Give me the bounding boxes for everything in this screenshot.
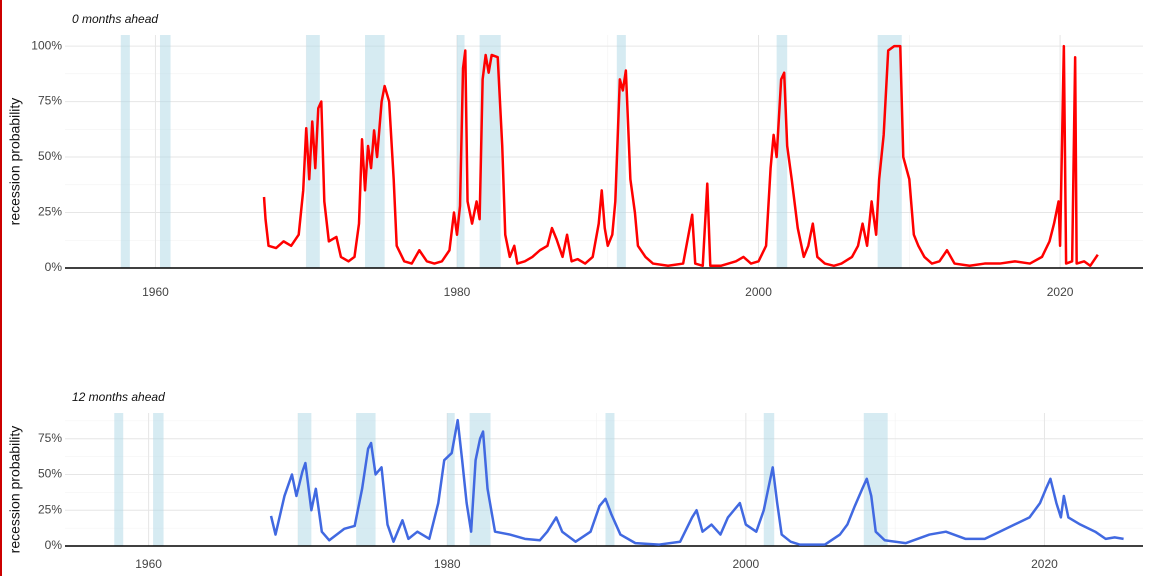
recession-band <box>114 413 124 546</box>
recession-band <box>863 413 888 546</box>
line-series <box>262 44 1099 268</box>
recession-band <box>159 35 171 268</box>
y-tick-label: 25% <box>38 205 62 219</box>
recession-band <box>365 35 385 268</box>
recession-band <box>479 35 501 268</box>
recession-band <box>297 413 312 546</box>
y-tick-label: 50% <box>38 149 62 163</box>
y-tick-label: 0% <box>45 538 63 552</box>
x-tick-label: 1980 <box>444 285 471 299</box>
y-tick-label: 75% <box>38 431 62 445</box>
y-tick-label: 25% <box>38 502 62 516</box>
y-tick-label: 75% <box>38 94 62 108</box>
x-tick-label: 2000 <box>732 557 759 571</box>
y-tick-label: 0% <box>45 260 63 274</box>
line-series <box>269 418 1124 546</box>
recession-band <box>356 413 376 546</box>
x-tick-label: 2000 <box>745 285 772 299</box>
recession-band <box>120 35 130 268</box>
panel-subtitle: 0 months ahead <box>72 12 158 26</box>
recession-band <box>776 35 788 268</box>
y-tick-label: 50% <box>38 467 62 481</box>
y-tick-label: 100% <box>31 38 62 52</box>
recession-band <box>616 35 626 268</box>
recession-band <box>447 413 455 546</box>
recession-band <box>153 413 164 546</box>
x-tick-label: 2020 <box>1047 285 1074 299</box>
recession-band <box>605 413 615 546</box>
y-axis-label: recession probability <box>7 426 23 554</box>
x-tick-label: 1980 <box>434 557 461 571</box>
x-tick-label: 1960 <box>135 557 162 571</box>
y-axis-label: recession probability <box>7 98 23 226</box>
x-tick-label: 1960 <box>142 285 169 299</box>
panel-subtitle: 12 months ahead <box>72 390 165 404</box>
x-tick-label: 2020 <box>1031 557 1058 571</box>
left-border <box>0 0 2 576</box>
